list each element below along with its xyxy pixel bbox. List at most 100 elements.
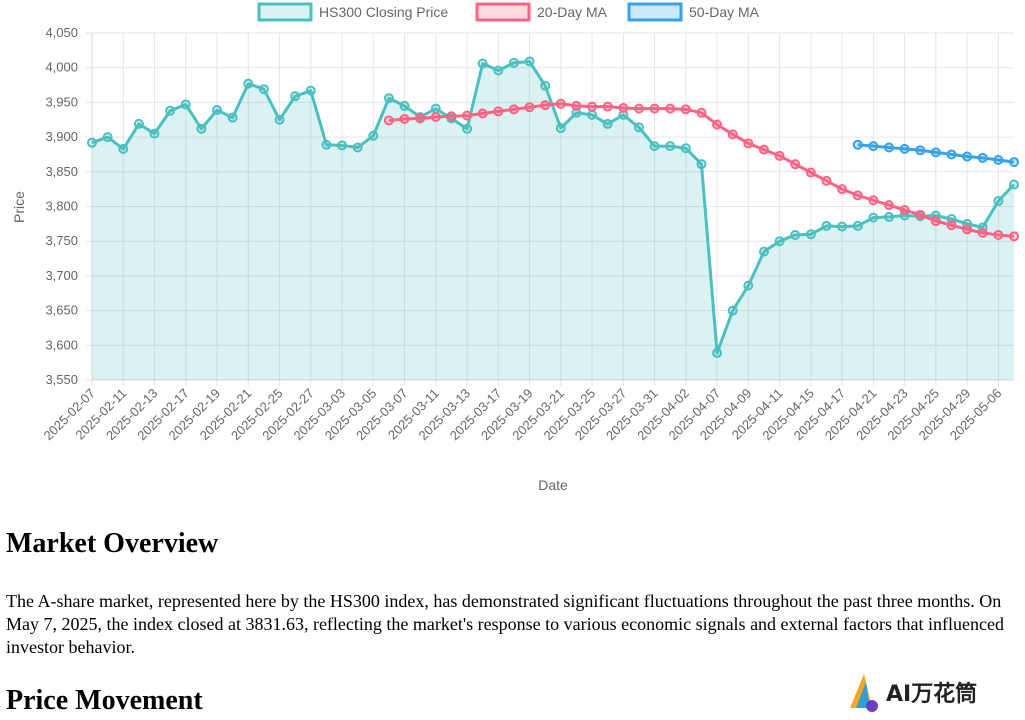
hs300-closing-price-point [368,130,379,141]
hs300-closing-price-point [508,57,519,68]
hs300-closing-price-point [758,246,769,257]
20-day-ma-point [493,106,504,117]
20-day-ma-point [649,103,660,114]
20-day-ma-point [883,200,894,211]
hs300-closing-price-point [352,142,363,153]
section-heading-price-movement: Price Movement [6,685,203,716]
20-day-ma-point [868,195,879,206]
legend-swatch-50-day-ma [627,2,683,22]
20-day-ma-point [805,167,816,178]
50-day-ma-point [899,143,910,154]
hs300-closing-price-point [243,78,254,89]
20-day-ma-point [602,101,613,112]
20-day-ma-line [388,102,1015,238]
20-day-ma-point [618,102,629,113]
hs300-closing-price-point [305,85,316,96]
hs300-closing-price-point [149,128,160,139]
hs300-closing-price-point [524,56,535,67]
legend-swatch-20-day-ma [475,2,531,22]
y-tick-label: 3,950 [45,94,78,109]
price-chart: HS300 Closing Price 20-Day MA 50-Day MA 3,… [11,2,1019,493]
svg-text:AI万花筒: AI万花筒 [886,681,977,707]
hs300-closing-price-point [587,109,598,120]
20-day-ma-point [633,103,644,114]
20-day-ma-point [571,100,582,111]
50-day-ma-point [852,139,863,150]
50-day-ma-point [883,142,894,153]
20-day-ma-point [555,98,566,109]
hs300-closing-price-point [477,58,488,69]
hs300-closing-price-point [196,123,207,134]
hs300-closing-price-point [774,236,785,247]
hs300-closing-price-point [555,123,566,134]
20-day-ma-point [712,119,723,130]
section-heading-overview: Market Overview [6,528,219,559]
hs300-closing-price-area [92,61,1014,380]
20-day-ma-point [852,190,863,201]
hs300-closing-price-point [649,141,660,152]
hs300-closing-price-point [790,229,801,240]
hs300-closing-price-point [227,112,238,123]
50-day-ma-point [930,147,941,158]
20-day-ma-point [524,102,535,113]
hs300-closing-price-point [868,212,879,223]
hs300-closing-price-point [665,141,676,152]
hs300-closing-price-point [993,195,1004,206]
hs300-closing-price-point [837,221,848,232]
plot-area [87,56,1019,380]
hs300-closing-price-point [852,220,863,231]
50-day-ma-point [868,141,879,152]
20-day-ma-point [837,184,848,195]
y-tick-label: 3,900 [45,129,78,144]
20-day-ma-point [399,114,410,125]
50-day-ma-point [962,151,973,162]
20-day-ma-point [743,138,754,149]
hs300-closing-price-point [633,122,644,133]
y-tick-label: 3,600 [45,337,78,352]
20-day-ma-point [821,175,832,186]
legend-label-20-day-ma: 20-Day MA [537,4,608,20]
20-day-ma-point [774,150,785,161]
hs300-closing-price-point [383,93,394,104]
y-tick-label: 3,750 [45,233,78,248]
legend-label-hs300-closing-price: HS300 Closing Price [319,4,448,20]
hs300-closing-price-point [430,103,441,114]
20-day-ma-point [915,209,926,220]
20-day-ma-point [446,111,457,122]
20-day-ma-point [930,216,941,227]
hs300-closing-price-point [87,137,97,148]
y-tick-label: 3,550 [45,372,78,387]
y-tick-label: 3,700 [45,268,78,283]
hs300-closing-price-point [274,114,285,125]
50-day-ma-point [1009,157,1019,168]
y-tick-label: 3,650 [45,303,78,318]
hs300-closing-price-line [91,59,1016,355]
x-axis-ticks: 2025-02-072025-02-112025-02-132025-02-17… [40,386,1004,444]
20-day-ma-point [790,159,801,170]
20-day-ma-point [540,100,551,111]
hs300-closing-price-point [321,139,332,150]
x-axis-title: Date [538,477,568,493]
hs300-closing-price-point [883,211,894,222]
hs300-closing-price-point [212,105,223,116]
50-day-ma-line [857,143,1015,164]
chart-grid [86,32,1014,386]
hs300-closing-price-point [180,99,191,110]
20-day-ma-point [727,129,738,140]
20-day-ma-point [696,107,707,118]
20-day-ma-point [508,104,519,115]
y-tick-label: 3,850 [45,164,78,179]
50-day-ma-point [946,149,957,160]
legend-label-50-day-ma: 50-Day MA [689,4,760,20]
hs300-closing-price-point [602,118,613,129]
hs300-closing-price-point [727,305,738,316]
20-day-ma-point [758,144,769,155]
hs300-closing-price-point [680,143,691,154]
hs300-closing-price-point [102,132,113,143]
50-day-ma-point [915,145,926,156]
hs300-closing-price-point [133,118,144,129]
20-day-ma-point [462,110,473,121]
y-tick-label: 4,000 [45,60,78,75]
hs300-closing-price-point [571,107,582,118]
hs300-closing-price-point [399,100,410,111]
